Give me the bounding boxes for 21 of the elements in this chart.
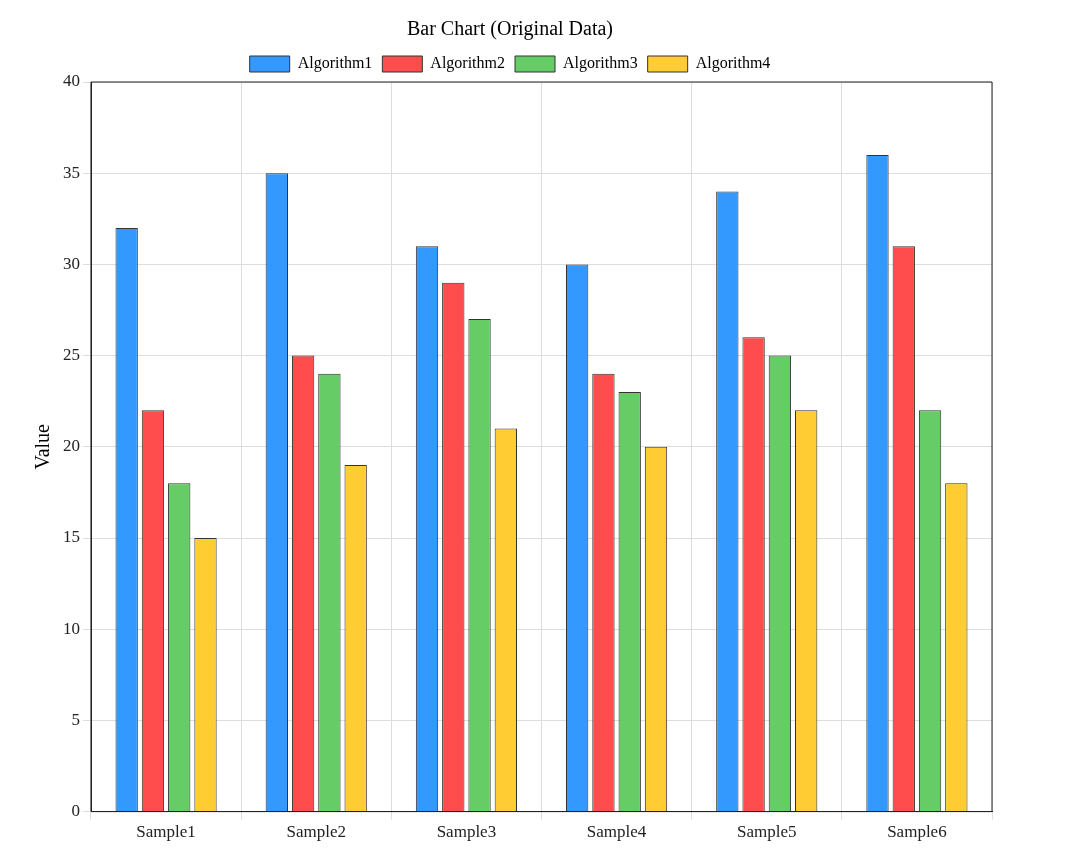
legend-label: Algorithm3 bbox=[563, 54, 638, 73]
x-tick-label: Sample3 bbox=[436, 822, 497, 842]
y-tick-label: 20 bbox=[63, 436, 80, 456]
legend-label: Algorithm2 bbox=[430, 54, 506, 73]
x-tick-label: Sample1 bbox=[136, 822, 196, 842]
y-tick-label: 5 bbox=[71, 709, 80, 729]
y-axis-title: Value bbox=[31, 423, 54, 470]
y-tick-label: 25 bbox=[63, 345, 80, 365]
y-tick-label: 0 bbox=[71, 801, 80, 821]
x-tick-label: Sample2 bbox=[286, 822, 346, 842]
chart-title: Bar Chart (Original Data) bbox=[406, 17, 614, 41]
x-tick-label: Sample6 bbox=[887, 822, 947, 842]
y-tick-label: 10 bbox=[63, 618, 80, 638]
legend-label: Algorithm1 bbox=[297, 54, 373, 73]
y-tick-label: 35 bbox=[63, 162, 80, 182]
y-tick-label: 30 bbox=[63, 253, 80, 273]
y-tick-label: 15 bbox=[63, 527, 80, 547]
y-tick-label: 40 bbox=[63, 71, 80, 91]
x-tick-label: Sample5 bbox=[737, 822, 797, 842]
legend-label: Algorithm4 bbox=[695, 54, 771, 73]
x-tick-label: Sample4 bbox=[586, 822, 647, 842]
